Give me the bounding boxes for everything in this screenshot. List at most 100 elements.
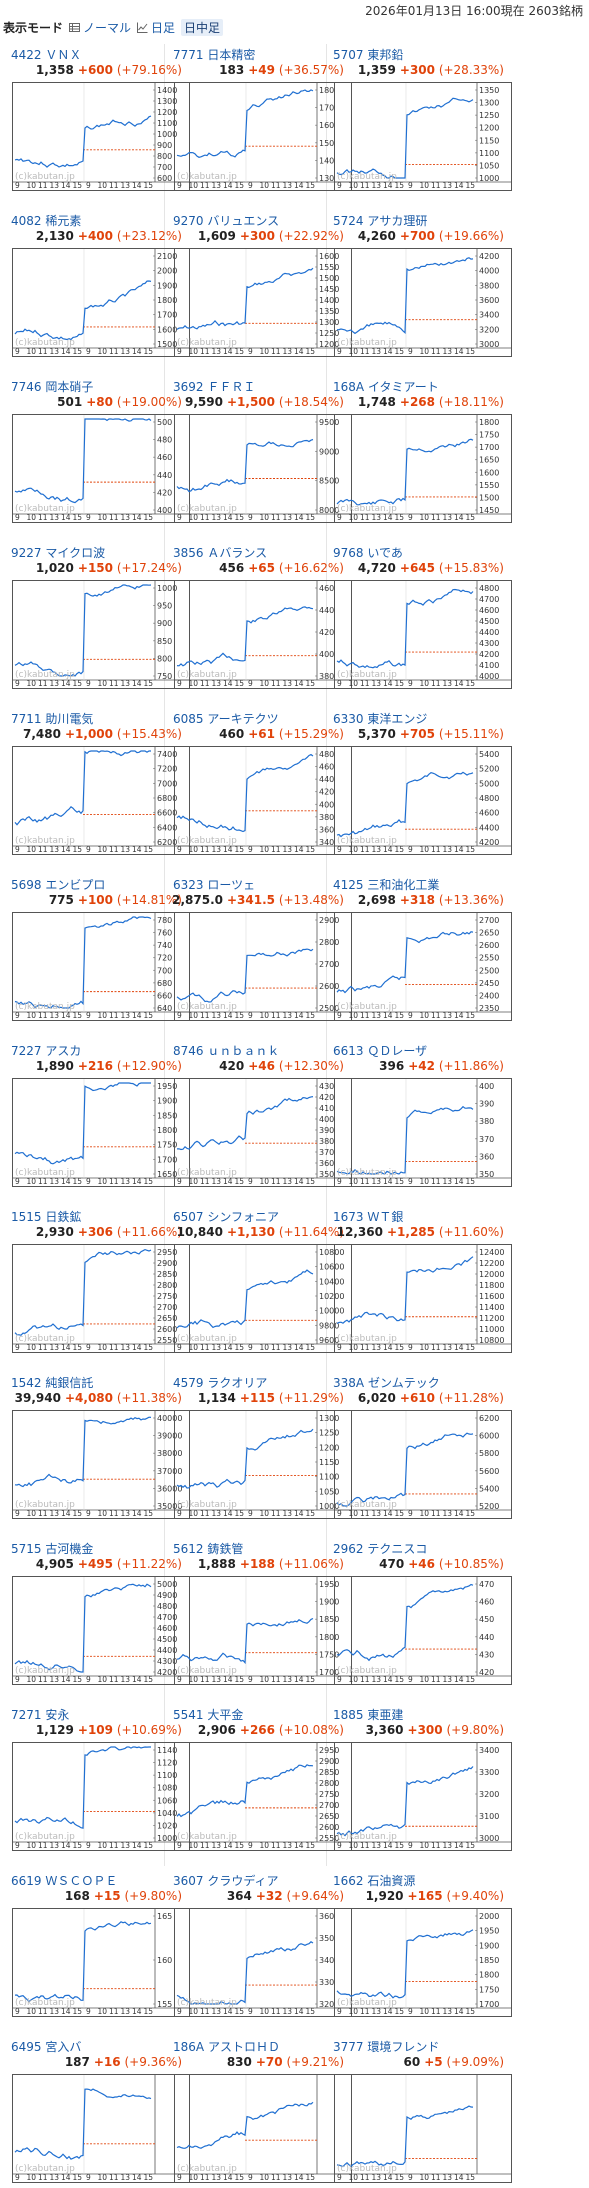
stock-name-link[interactable]: 9768 いであ	[333, 544, 403, 561]
intraday-chart[interactable]: 500 480 460 440 420 400 9 10 11 13 14 15 9 10 11 13 14 15…	[12, 414, 190, 523]
intraday-chart[interactable]: 470 460 450 440 430 420 9 10 11 13 14 15 9 10 11 13 14 15…	[334, 1576, 512, 1685]
intraday-chart[interactable]: 1350 1300 1250 1200 1150 1100 1050 1000 9 10 11 13 1…	[334, 82, 512, 191]
intraday-chart[interactable]: 430 420 410 400 390 380 370 360 350 9 10 11 13 14 15 9 1…	[174, 1078, 352, 1187]
stock-name-link[interactable]: 7711 助川電気	[11, 710, 93, 727]
x-tick-label: 11	[38, 845, 48, 854]
stock-name-link[interactable]: 5541 大平金	[173, 1706, 243, 1723]
stock-name-link[interactable]: 1542 純銀信託	[11, 1374, 93, 1391]
intraday-chart[interactable]: 780 760 740 720 700 680 660 640 9 10 11 13 14 15 9 10 11…	[12, 912, 190, 1021]
stock-name-link[interactable]: 6495 宮入バ	[11, 2038, 81, 2055]
mode-option-normal[interactable]: ノーマル	[69, 19, 131, 36]
stock-name-link[interactable]: 5612 鋳鉄管	[173, 1540, 243, 1557]
stock-name-link[interactable]: 5715 古河機金	[11, 1540, 93, 1557]
stock-name-link[interactable]: 338A ゼンムテック	[333, 1374, 440, 1391]
intraday-chart[interactable]: 1140 1120 1100 1080 1060 1040 1020 1000 9 10 11 13 1…	[12, 1742, 190, 1851]
intraday-chart[interactable]: 460 440 420 400 380 9 10 11 13 14 15 9 10 11 13 14 15 (c)…	[174, 580, 352, 689]
x-tick-label: 13	[443, 1011, 453, 1020]
intraday-chart[interactable]: 2700 2650 2600 2550 2500 2450 2400 2350 9 10 11 13 1…	[334, 912, 512, 1021]
stock-change: +495	[77, 1557, 113, 1571]
stock-name-link[interactable]: 3607 クラウディア	[173, 1872, 279, 1889]
x-tick-label: 13	[283, 1177, 293, 1186]
intraday-chart[interactable]: 2950 2900 2850 2800 2750 2700 2650 2600 2550 9 10 1…	[12, 1244, 190, 1353]
stock-price: 2,130	[35, 229, 74, 243]
intraday-chart[interactable]: 2900 2800 2700 2600 2500 9 10 11 13 14 15 9 10 11 13 14…	[174, 912, 352, 1021]
stock-name-link[interactable]: 5698 エンビプロ	[11, 876, 105, 893]
intraday-chart[interactable]: 40000 39000 38000 37000 36000 35000 9 10 11 13 14 1…	[12, 1410, 190, 1519]
mode-option-intraday[interactable]: 日中足	[181, 19, 224, 36]
intraday-chart[interactable]: 1600 1550 1500 1450 1400 1350 1300 1250 1200 9 10 1…	[174, 248, 352, 357]
intraday-chart[interactable]: 2950 2900 2850 2800 2750 2700 2650 2600 2550 9 10 1…	[174, 1742, 352, 1851]
stock-name-link[interactable]: 3692 ＦＦＲＩ	[173, 378, 255, 395]
stock-name-link[interactable]: 3856 Ａバランス	[173, 544, 267, 561]
stock-name-link[interactable]: 2962 テクニスコ	[333, 1540, 427, 1557]
x-tick-label: 13	[212, 181, 222, 190]
stock-name-link[interactable]: 9227 マイクロ波	[11, 544, 105, 561]
intraday-chart[interactable]: 3400 3300 3200 3100 3000 9 10 11 13 14 15 9 10 11 13 14…	[334, 1742, 512, 1851]
x-tick-label: 10	[27, 1011, 37, 1020]
intraday-chart[interactable]: 180 170 160 150 140 130 9 10 11 13 14 15 9 10 11 13 14 15…	[174, 82, 352, 191]
y-tick-label: 4800	[157, 1602, 177, 1611]
x-tick-label: 13	[212, 845, 222, 854]
stock-name-link[interactable]: 7771 日本精密	[173, 46, 255, 63]
stock-name-link[interactable]: 6619 ＷＳＣＯＰＥ	[11, 1872, 117, 1889]
intraday-chart[interactable]: 10800 10600 10400 10200 10000 9800 9600 9 10 11 13…	[174, 1244, 352, 1353]
intraday-chart[interactable]: 1300 1250 1200 1150 1100 1050 1000 9 10 11 13 14 15 9…	[174, 1410, 352, 1519]
intraday-chart[interactable]: 2000 1950 1900 1850 1800 1750 1700 9 10 11 13 14 15 9…	[334, 1908, 512, 2017]
intraday-chart[interactable]: 4800 4700 4600 4500 4400 4300 4200 4100 4000 9 10 1…	[334, 580, 512, 689]
stock-name-link[interactable]: 9270 バリュエンス	[173, 212, 279, 229]
stock-name-link[interactable]: 186A アストロＨＤ	[173, 2038, 280, 2055]
intraday-chart[interactable]: 7400 7200 7000 6800 6600 6400 6200 9 10 11 13 14 15 9…	[12, 746, 190, 855]
mode-option-daily-label: 日足	[151, 21, 176, 35]
intraday-chart[interactable]: 4200 4000 3800 3600 3400 3200 3000 9 10 11 13 14 15 9…	[334, 248, 512, 357]
intraday-chart[interactable]: 1950 1900 1850 1800 1750 1700 1650 9 10 11 13 14 15 9…	[12, 1078, 190, 1187]
intraday-chart[interactable]: 1800 1750 1700 1650 1600 1550 1500 1450 9 10 11 13 1…	[334, 414, 512, 523]
stock-name-link[interactable]: 7746 岡本硝子	[11, 378, 93, 395]
stock-quote: 1,609 +300 (+22.92%)	[198, 229, 344, 243]
intraday-chart[interactable]: 2100 2000 1900 1800 1700 1600 1500 9 10 11 13 14 15 9…	[12, 248, 190, 357]
stock-name-link[interactable]: 4422 ＶＮＸ	[11, 46, 81, 63]
intraday-chart[interactable]: 9 10 11 13 14 15 9 10 11 13 14 15 (c)kabutan.jp	[334, 2074, 512, 2183]
stock-name-link[interactable]: 7227 アスカ	[11, 1042, 81, 1059]
intraday-chart[interactable]: 5000 4900 4800 4700 4600 4500 4400 4300 4200 9 10 1…	[12, 1576, 190, 1685]
stock-name-link[interactable]: 1673 ＷＴ銀	[333, 1208, 403, 1225]
x-tick-label: 14	[294, 679, 304, 688]
intraday-chart[interactable]: 1950 1900 1850 1800 1750 1700 9 10 11 13 14 15 9 10 11…	[174, 1576, 352, 1685]
intraday-chart[interactable]: 12400 12200 12000 11800 11600 11400 11200 11000…	[334, 1244, 512, 1353]
stock-code: 5715	[11, 1542, 46, 1556]
stock-name-link[interactable]: 6085 アーキテクツ	[173, 710, 279, 727]
stock-name-link[interactable]: 3777 環境フレンド	[333, 2038, 439, 2055]
x-tick-label: 11	[109, 1177, 119, 1186]
y-tick-label: 1850	[479, 1956, 499, 1965]
stock-name-link[interactable]: 5707 東邦鉛	[333, 46, 403, 63]
x-tick-label: 11	[200, 1675, 210, 1684]
stock-quote: 2,698 +318 (+13.36%)	[358, 893, 504, 907]
stock-name-link[interactable]: 8746 ｕｎｂａｎｋ	[173, 1042, 279, 1059]
y-tick-label: 8000	[319, 506, 339, 515]
stock-name-link[interactable]: 4125 三和油化工業	[333, 876, 439, 893]
stock-name-link[interactable]: 6613 ＱＤレーザ	[333, 1042, 427, 1059]
y-tick-label: 700	[157, 966, 172, 975]
intraday-chart[interactable]: 400 390 380 370 360 350 9 10 11 13 14 15 9 10 11 13 14 15…	[334, 1078, 512, 1187]
stock-name: 稀元素	[45, 214, 82, 228]
stock-change-percent: (+11.06%)	[275, 1557, 344, 1571]
intraday-chart[interactable]: 1400 1300 1200 1100 1000 900 800 700 600 9 10 11 13 1…	[12, 82, 190, 191]
stock-name-link[interactable]: 168A イタミアート	[333, 378, 439, 395]
intraday-chart[interactable]: 9500 9000 8500 8000 9 10 11 13 14 15 9 10 11 13 14 15 (c…	[174, 414, 352, 523]
mode-option-daily[interactable]: 日足	[137, 19, 175, 36]
stock-name-link[interactable]: 1662 石油資源	[333, 1872, 415, 1889]
stock-name-link[interactable]: 1885 東亜建	[333, 1706, 403, 1723]
stock-name-link[interactable]: 4082 稀元素	[11, 212, 81, 229]
stock-name-link[interactable]: 4579 ラクオリア	[173, 1374, 267, 1391]
intraday-chart[interactable]: 480 460 440 420 400 380 360 340 9 10 11 13 14 15 9 10 11…	[174, 746, 352, 855]
stock-name-link[interactable]: 6330 東洋エンジ	[333, 710, 427, 727]
price-line	[336, 931, 474, 994]
stock-name-link[interactable]: 1515 日鉄鉱	[11, 1208, 81, 1225]
intraday-chart[interactable]: 1000 950 900 850 800 750 9 10 11 13 14 15 9 10 11 13 14 1…	[12, 580, 190, 689]
intraday-chart[interactable]: 5400 5200 5000 4800 4600 4400 4200 9 10 11 13 14 15 9…	[334, 746, 512, 855]
stock-name-link[interactable]: 7271 安永	[11, 1706, 69, 1723]
y-tick-label: 1900	[479, 1941, 499, 1950]
stock-name-link[interactable]: 5724 アサカ理研	[333, 212, 427, 229]
stock-name-link[interactable]: 6323 ローツェ	[173, 876, 255, 893]
intraday-chart[interactable]: 6200 6000 5800 5600 5400 5200 9 10 11 13 14 15 9 10 11…	[334, 1410, 512, 1519]
stock-name-link[interactable]: 6507 シンフォニア	[173, 1208, 279, 1225]
